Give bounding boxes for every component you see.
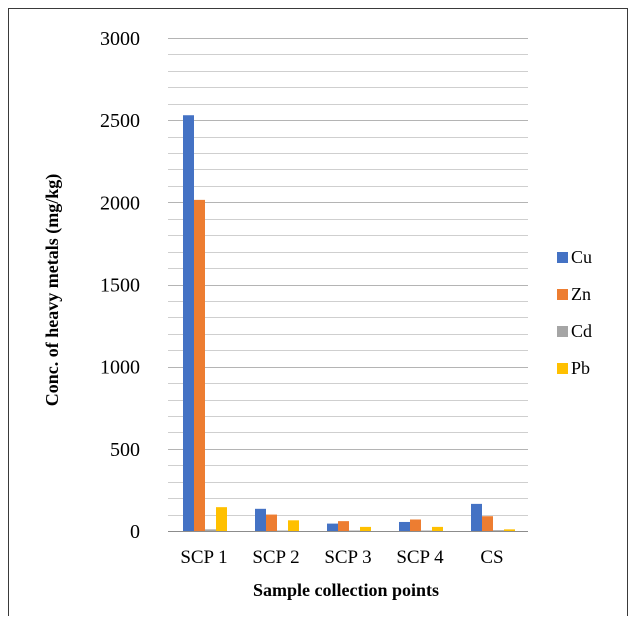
y-tick-label: 3000 <box>100 28 140 50</box>
legend-label-pb: Pb <box>571 358 590 378</box>
y-axis-ticks: 0 500 1000 1500 2000 2500 3000 <box>100 28 140 543</box>
legend-swatch-cd <box>557 326 568 337</box>
legend-label-cd: Cd <box>571 321 592 341</box>
y-tick-label: 500 <box>110 439 140 461</box>
legend-swatch-cu <box>557 252 568 263</box>
bar-pb-scp-3 <box>360 526 371 531</box>
y-tick-label: 0 <box>130 521 140 543</box>
gridlines <box>168 38 528 532</box>
x-axis-ticks: SCP 1 SCP 2 SCP 3 SCP 4 CS <box>180 547 503 568</box>
bar-zn-scp-4 <box>410 519 421 531</box>
bar-cu-scp-4 <box>399 521 410 531</box>
bar-zn-cs <box>482 516 493 531</box>
bar-pb-cs <box>504 529 515 531</box>
x-axis-title: Sample collection points <box>253 580 439 600</box>
bar-zn-scp-2 <box>266 514 277 531</box>
bar-zn-scp-3 <box>338 521 349 531</box>
chart-frame <box>8 8 628 616</box>
bar-zn-scp-1 <box>194 199 205 531</box>
legend-label-cu: Cu <box>571 247 592 267</box>
y-axis-title: Conc. of heavy metals (mg/kg) <box>42 174 63 406</box>
x-tick-label: SCP 4 <box>396 547 444 568</box>
bar-pb-scp-2 <box>288 520 299 531</box>
y-tick-label: 2500 <box>100 110 140 132</box>
x-tick-label: CS <box>480 547 503 568</box>
x-tick-label: SCP 3 <box>324 547 371 568</box>
bars <box>183 115 515 531</box>
y-tick-label: 1500 <box>100 275 140 297</box>
y-tick-label: 2000 <box>100 192 140 214</box>
legend-swatch-zn <box>557 289 568 300</box>
legend: Cu Zn Cd Pb <box>557 247 592 378</box>
y-tick-label: 1000 <box>100 357 140 379</box>
bar-cu-scp-1 <box>183 115 194 531</box>
bar-cu-cs <box>471 503 482 531</box>
x-tick-label: SCP 1 <box>180 547 227 568</box>
bar-cd-cs <box>493 530 504 531</box>
legend-swatch-pb <box>557 363 568 374</box>
bar-pb-scp-1 <box>216 507 227 531</box>
bar-cu-scp-2 <box>255 508 266 531</box>
bar-cd-scp-1 <box>205 529 216 531</box>
bar-cu-scp-3 <box>327 523 338 531</box>
x-tick-label: SCP 2 <box>252 547 299 568</box>
legend-label-zn: Zn <box>571 284 591 304</box>
bar-pb-scp-4 <box>432 526 443 531</box>
